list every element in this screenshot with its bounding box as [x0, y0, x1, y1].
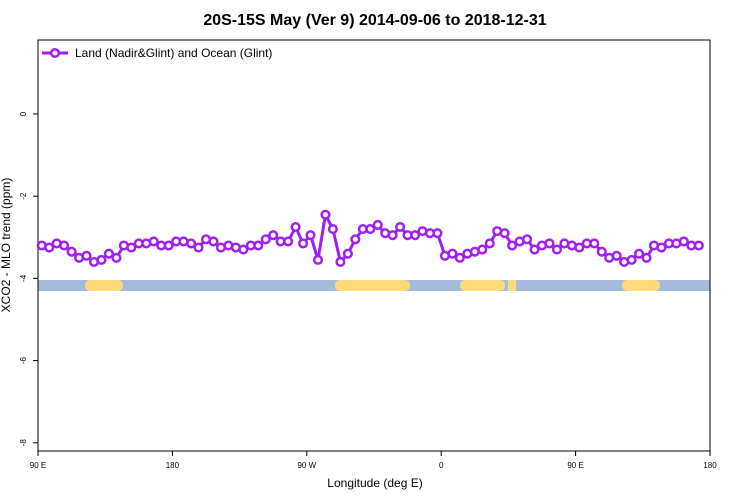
data-point	[634, 248, 645, 259]
data-point	[290, 221, 301, 233]
data-point	[507, 240, 518, 251]
data-point	[44, 242, 55, 253]
chart-title: 20S-15S May (Ver 9) 2014-09-06 to 2018-1…	[203, 12, 546, 29]
data-point	[126, 242, 137, 253]
land-strip	[85, 280, 123, 291]
data-point	[111, 252, 122, 263]
data-point	[432, 228, 443, 239]
data-point	[320, 209, 331, 220]
data-point	[574, 242, 585, 253]
data-point	[253, 240, 264, 251]
x-tick-label: 90 E	[30, 461, 46, 470]
data-point	[268, 230, 279, 241]
data-point	[365, 224, 376, 235]
data-point	[596, 246, 607, 257]
data-point	[656, 242, 667, 253]
y-tick-label: -8	[19, 439, 28, 447]
x-tick-label: 180	[166, 461, 180, 470]
land-strip	[622, 280, 660, 291]
data-point	[477, 244, 488, 255]
data-point	[611, 250, 622, 261]
data-point	[163, 240, 174, 251]
data-point	[387, 230, 398, 241]
data-point	[148, 236, 159, 247]
x-tick-label: 180	[703, 461, 717, 470]
x-tick-label: 90 E	[567, 461, 583, 470]
data-point	[96, 254, 107, 265]
x-tick-label: 0	[439, 461, 444, 470]
land-strip	[335, 280, 410, 291]
data-point	[454, 252, 465, 263]
data-point	[81, 250, 92, 261]
data-point	[305, 230, 316, 241]
y-tick-label: -6	[19, 356, 28, 364]
data-point	[327, 224, 338, 235]
data-point	[298, 238, 309, 249]
y-tick-label: 0	[19, 111, 28, 116]
data-point	[186, 238, 197, 249]
surface-strip	[38, 280, 710, 291]
data-point	[350, 234, 361, 245]
data-point	[447, 248, 458, 259]
data-point	[641, 252, 652, 263]
x-axis-label: Longitude (deg E)	[327, 476, 422, 490]
data-point	[693, 240, 704, 251]
data-point	[589, 238, 600, 249]
legend-label: Land (Nadir&Glint) and Ocean (Glint)	[75, 46, 272, 60]
data-point	[103, 248, 114, 259]
data-point	[395, 221, 406, 233]
data-point	[626, 254, 637, 265]
data-point	[342, 248, 353, 259]
data-point	[59, 240, 70, 251]
data-point	[335, 256, 346, 267]
data-point	[551, 244, 562, 255]
data-point	[678, 236, 689, 247]
data-point	[312, 254, 324, 265]
land-strip	[460, 280, 505, 291]
data-point	[410, 230, 421, 241]
data-point	[544, 238, 555, 249]
land-strip	[508, 280, 516, 291]
x-tick-label: 90 W	[297, 461, 316, 470]
y-axis-label: XCO2 - MLO trend (ppm)	[0, 178, 13, 313]
data-point	[208, 236, 219, 247]
y-tick-label: -2	[19, 192, 28, 200]
data-point	[522, 234, 533, 245]
data-point	[499, 228, 510, 239]
data-point	[193, 242, 204, 253]
data-point	[484, 238, 495, 249]
data-point	[529, 244, 540, 255]
data-point	[238, 244, 249, 255]
data-point	[372, 219, 383, 230]
data-point	[66, 246, 77, 257]
legend-marker	[49, 47, 61, 59]
data-point	[260, 234, 271, 245]
y-tick-label: -4	[19, 274, 28, 282]
data-point	[283, 236, 294, 247]
